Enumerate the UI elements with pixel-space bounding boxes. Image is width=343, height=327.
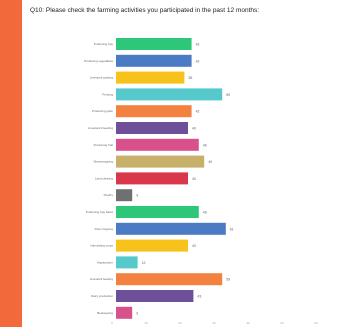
value-label: 40 (192, 244, 196, 248)
category-label: Producing fruit (94, 143, 114, 147)
x-tick-label: 0 (111, 321, 113, 325)
category-label: Sharecropping (93, 160, 113, 164)
category-label: Harvesting crops (90, 244, 113, 248)
value-label: 12 (142, 261, 146, 265)
bar (116, 189, 133, 202)
category-label: Livestock breeding (88, 126, 113, 130)
bars-group: Producing hay 42 Producing vegetables 42 Liv… (84, 38, 234, 319)
x-tick-label: 30 (212, 321, 216, 325)
bar (116, 290, 194, 302)
x-tick-label: 50 (280, 321, 284, 325)
value-label: 61 (230, 227, 234, 231)
value-label: 42 (196, 43, 200, 47)
chart-title: Q10: Please check the farming activities… (30, 7, 260, 14)
bar (116, 54, 192, 67)
bar (116, 273, 223, 286)
x-tick-label: 60 (314, 321, 318, 325)
category-label: Row cropping (95, 227, 114, 231)
category-label: Dairy production (91, 294, 113, 298)
category-label: Beekeeping (97, 311, 113, 315)
bar (116, 239, 188, 252)
bar (116, 105, 192, 118)
value-label: 49 (208, 160, 212, 164)
x-tick-label: 10 (144, 321, 148, 325)
bar (116, 122, 188, 134)
category-label: Producing hay (94, 42, 114, 46)
value-label: 46 (203, 143, 207, 147)
bar (116, 138, 199, 151)
category-label: Producing grain (92, 109, 113, 113)
category-label: Poultry (104, 193, 114, 197)
value-label: 42 (196, 110, 200, 114)
value-label: 9 (136, 311, 138, 315)
category-label: Livestock grazing (90, 76, 114, 80)
value-label: 38 (188, 76, 192, 80)
category-label: Producing vegetables (84, 59, 113, 63)
x-axis-ticks: 0 10 20 30 40 50 60 (111, 321, 318, 325)
category-label: Fencing (102, 92, 113, 96)
category-label: Aquaculture (97, 260, 113, 264)
category-label: Livestock feeding (90, 277, 114, 281)
bar (116, 38, 192, 50)
x-tick-label: 20 (178, 321, 182, 325)
bar (116, 306, 133, 319)
value-label: 40 (192, 177, 196, 181)
bar (116, 256, 138, 269)
bar (116, 172, 188, 185)
value-label: 40 (192, 127, 196, 131)
category-label: Land clearing (95, 176, 113, 180)
bar (116, 88, 223, 101)
x-tick-label: 40 (246, 321, 250, 325)
value-label: 9 (136, 194, 138, 198)
bar (116, 71, 185, 84)
value-label: 43 (197, 295, 201, 299)
bar (116, 222, 226, 235)
value-label: 59 (226, 278, 230, 282)
category-label: Producing hay bales (86, 210, 114, 214)
value-label: 46 (203, 211, 207, 215)
value-label: 42 (196, 59, 200, 63)
bar (116, 206, 199, 218)
value-label: 59 (226, 93, 230, 97)
bar (116, 155, 205, 168)
